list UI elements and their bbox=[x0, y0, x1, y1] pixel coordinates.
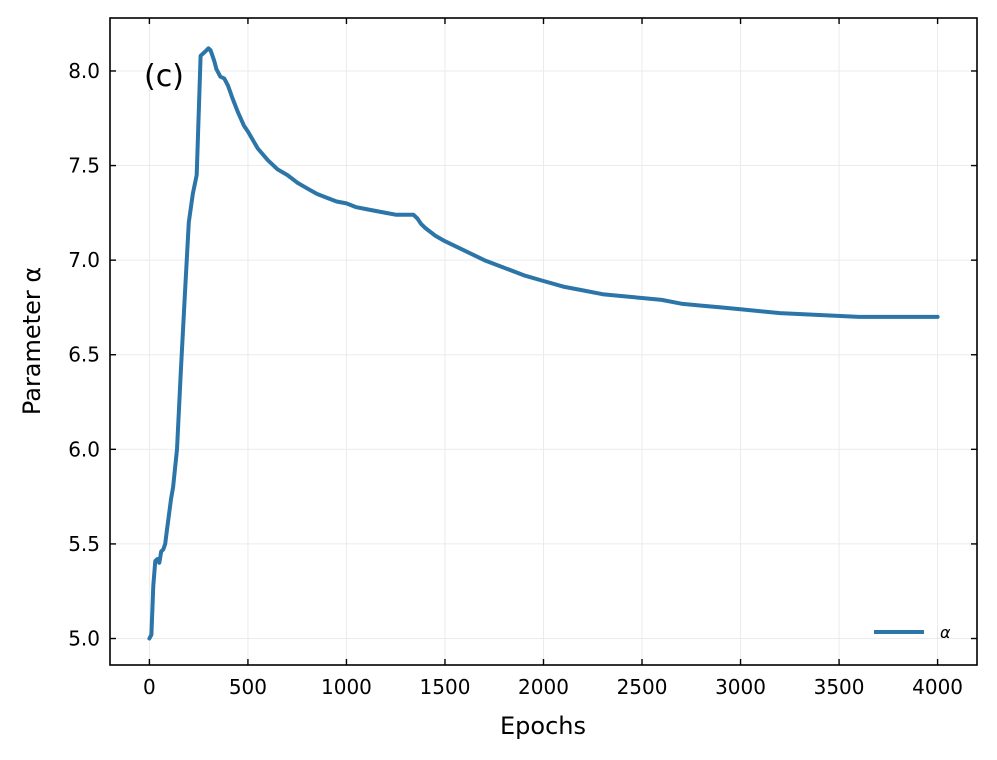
x-tick-label: 3500 bbox=[814, 675, 865, 699]
x-tick-labels: 0 500 1000 1500 2000 2500 3000 3500 4000 bbox=[143, 675, 963, 699]
grid bbox=[110, 18, 977, 665]
y-tick-label: 8.0 bbox=[68, 59, 100, 83]
x-tick-label: 4000 bbox=[912, 675, 963, 699]
plot-frame bbox=[109, 17, 978, 666]
y-tick-label: 6.5 bbox=[68, 343, 100, 367]
y-axis-label: Parameter α bbox=[18, 267, 46, 415]
x-tick-label: 3000 bbox=[715, 675, 766, 699]
x-axis-label: Epochs bbox=[500, 712, 586, 740]
series-line-alpha bbox=[147, 46, 940, 641]
x-tick-label: 500 bbox=[229, 675, 267, 699]
y-tick-label: 7.5 bbox=[68, 154, 100, 178]
legend-label-alpha: α bbox=[940, 623, 951, 642]
panel-label: (c) bbox=[144, 59, 184, 94]
y-tick-labels: 5.0 5.5 6.0 6.5 7.0 7.5 8.0 bbox=[68, 59, 100, 651]
y-tick-label: 6.0 bbox=[68, 437, 100, 461]
y-tick-label: 5.5 bbox=[68, 532, 100, 556]
y-tick-label: 5.0 bbox=[68, 627, 100, 651]
y-tick-label: 7.0 bbox=[68, 248, 100, 272]
series-layer bbox=[147, 46, 940, 641]
x-tick-label: 2500 bbox=[617, 675, 668, 699]
x-tick-label: 1500 bbox=[420, 675, 471, 699]
x-tick-label: 0 bbox=[143, 675, 156, 699]
legend: α bbox=[874, 623, 951, 642]
x-tick-label: 2000 bbox=[518, 675, 569, 699]
axis-ticks bbox=[110, 18, 977, 665]
x-tick-label: 1000 bbox=[321, 675, 372, 699]
